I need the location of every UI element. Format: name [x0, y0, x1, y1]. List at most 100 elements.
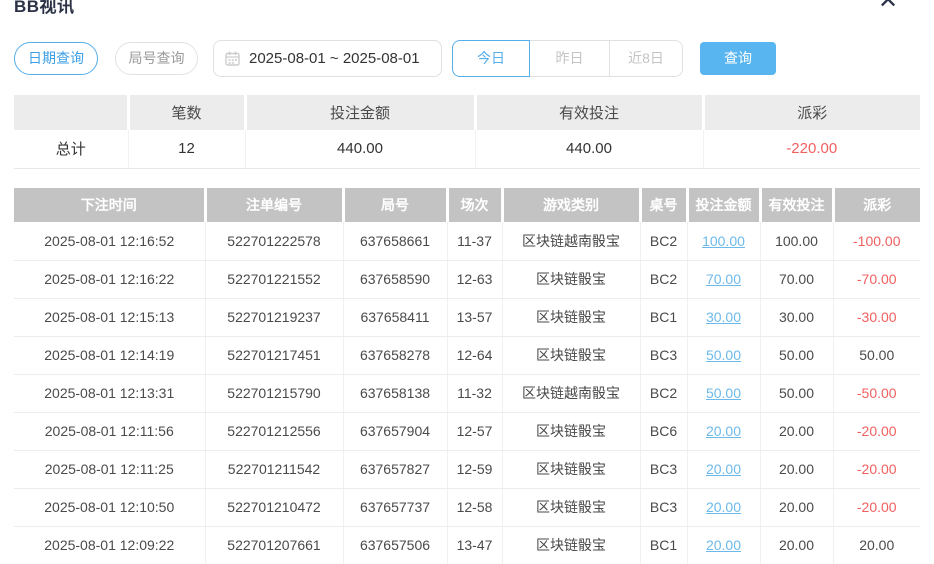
- bet-amount-cell: 50.00: [686, 374, 760, 413]
- bet-amount-link[interactable]: 50.00: [705, 385, 742, 401]
- game-type-cell: 区块链骰宝: [501, 412, 640, 451]
- order-no-cell: 522701215790: [204, 374, 343, 413]
- summary-bet-amount-value: 440.00: [244, 130, 475, 169]
- search-button[interactable]: 查询: [700, 42, 776, 75]
- bet-amount-cell: 70.00: [686, 260, 760, 299]
- table-no-cell: BC1: [639, 298, 687, 337]
- payout-cell: -100.00: [832, 222, 920, 261]
- payout-cell: 20.00: [832, 526, 920, 564]
- summary-col-payout: 派彩: [701, 95, 920, 130]
- tab-today[interactable]: 今日: [452, 40, 530, 77]
- col-table-no: 桌号: [638, 188, 687, 222]
- quick-range-tabs: 今日 昨日 近8日: [452, 40, 683, 77]
- game-type-cell: 区块链骰宝: [501, 298, 640, 337]
- bet-amount-cell: 50.00: [686, 336, 760, 375]
- payout-cell: -50.00: [832, 374, 920, 413]
- bet-amount-link[interactable]: 70.00: [705, 271, 742, 287]
- session-cell: 13-47: [446, 526, 502, 564]
- table-row: 2025-08-01 12:16:22 522701221552 6376585…: [14, 260, 920, 299]
- summary-total-label: 总计: [14, 130, 128, 169]
- round-no-cell: 637657506: [342, 526, 447, 564]
- bet-time-cell: 2025-08-01 12:14:19: [14, 336, 205, 375]
- bet-amount-link[interactable]: 50.00: [705, 347, 742, 363]
- order-no-cell: 522701210472: [204, 488, 343, 527]
- table-no-cell: BC3: [639, 336, 687, 375]
- records-table: 下注时间 注单编号 局号 场次 游戏类别 桌号 投注金额 有效投注 派彩 202…: [14, 188, 920, 564]
- col-bet-amount: 投注金额: [685, 188, 760, 222]
- tab-yesterday[interactable]: 昨日: [530, 40, 610, 77]
- valid-bet-cell: 70.00: [759, 260, 833, 299]
- payout-cell: -20.00: [832, 412, 920, 451]
- table-row: 2025-08-01 12:09:22 522701207661 6376575…: [14, 526, 920, 564]
- round-no-cell: 637658278: [342, 336, 447, 375]
- date-query-button[interactable]: 日期查询: [14, 42, 98, 75]
- valid-bet-cell: 20.00: [759, 450, 833, 489]
- col-round-no: 局号: [341, 188, 447, 222]
- round-no-cell: 637658138: [342, 374, 447, 413]
- game-type-cell: 区块链越南骰宝: [501, 374, 640, 413]
- bet-time-cell: 2025-08-01 12:16:52: [14, 222, 205, 261]
- col-payout: 派彩: [831, 188, 920, 222]
- bet-amount-link[interactable]: 20.00: [705, 499, 742, 515]
- bet-amount-link[interactable]: 20.00: [705, 423, 742, 439]
- payout-cell: -30.00: [832, 298, 920, 337]
- col-session: 场次: [445, 188, 502, 222]
- page-title: BB视讯: [14, 0, 75, 16]
- order-no-cell: 522701221552: [204, 260, 343, 299]
- table-no-cell: BC3: [639, 488, 687, 527]
- bet-amount-link[interactable]: 20.00: [705, 537, 742, 553]
- date-range-value: 2025-08-01 ~ 2025-08-01: [249, 50, 420, 67]
- valid-bet-cell: 50.00: [759, 336, 833, 375]
- tab-last-8-days[interactable]: 近8日: [610, 40, 683, 77]
- table-row: 2025-08-01 12:16:52 522701222578 6376586…: [14, 222, 920, 261]
- order-no-cell: 522701212556: [204, 412, 343, 451]
- bet-amount-cell: 100.00: [686, 222, 760, 261]
- table-no-cell: BC1: [639, 526, 687, 564]
- summary-col-blank: [14, 95, 128, 130]
- round-query-button[interactable]: 局号查询: [115, 42, 198, 75]
- date-range-input[interactable]: 2025-08-01 ~ 2025-08-01: [213, 40, 442, 77]
- bet-amount-cell: 20.00: [686, 450, 760, 489]
- round-no-cell: 637658661: [342, 222, 447, 261]
- payout-cell: -20.00: [832, 450, 920, 489]
- game-type-cell: 区块链骰宝: [501, 526, 640, 564]
- bet-amount-link[interactable]: 100.00: [702, 232, 745, 249]
- payout-cell: -20.00: [832, 488, 920, 527]
- bet-time-cell: 2025-08-01 12:10:50: [14, 488, 205, 527]
- game-type-cell: 区块链骰宝: [501, 450, 640, 489]
- valid-bet-cell: 100.00: [759, 222, 833, 261]
- summary-table: 笔数 投注金额 有效投注 派彩 总计 12 440.00 440.00 -220…: [14, 95, 920, 169]
- round-no-cell: 637657737: [342, 488, 447, 527]
- bet-time-cell: 2025-08-01 12:09:22: [14, 526, 205, 564]
- col-order-no: 注单编号: [203, 188, 343, 222]
- bet-amount-link[interactable]: 30.00: [705, 309, 742, 325]
- payout-cell: -70.00: [832, 260, 920, 299]
- session-cell: 13-57: [446, 298, 502, 337]
- bet-amount-cell: 20.00: [686, 488, 760, 527]
- order-no-cell: 522701207661: [204, 526, 343, 564]
- game-type-cell: 区块链骰宝: [501, 260, 640, 299]
- bet-time-cell: 2025-08-01 12:16:22: [14, 260, 205, 299]
- bet-amount-cell: 20.00: [686, 526, 760, 564]
- table-no-cell: BC2: [639, 260, 687, 299]
- table-no-cell: BC6: [639, 412, 687, 451]
- summary-valid-bet-value: 440.00: [474, 130, 703, 169]
- table-row: 2025-08-01 12:10:50 522701210472 6376577…: [14, 488, 920, 527]
- valid-bet-cell: 30.00: [759, 298, 833, 337]
- session-cell: 12-57: [446, 412, 502, 451]
- game-type-cell: 区块链越南骰宝: [501, 222, 640, 261]
- close-icon[interactable]: ✕: [878, 0, 899, 14]
- summary-total-row: 总计 12 440.00 440.00 -220.00: [14, 130, 920, 169]
- calendar-icon: [225, 51, 240, 66]
- bet-amount-link[interactable]: 20.00: [705, 461, 742, 477]
- session-cell: 12-58: [446, 488, 502, 527]
- bet-time-cell: 2025-08-01 12:11:25: [14, 450, 205, 489]
- summary-col-bet-amount: 投注金额: [243, 95, 475, 130]
- summary-col-valid-bet: 有效投注: [473, 95, 703, 130]
- game-type-cell: 区块链骰宝: [501, 336, 640, 375]
- table-row: 2025-08-01 12:11:25 522701211542 6376578…: [14, 450, 920, 489]
- table-no-cell: BC3: [639, 450, 687, 489]
- valid-bet-cell: 20.00: [759, 526, 833, 564]
- bet-time-cell: 2025-08-01 12:13:31: [14, 374, 205, 413]
